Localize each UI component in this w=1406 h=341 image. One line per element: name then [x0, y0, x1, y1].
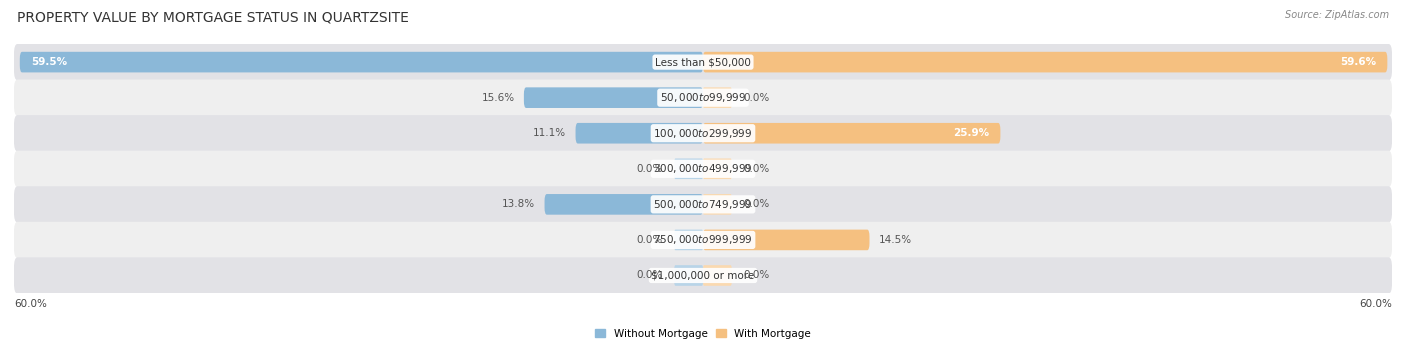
Text: 13.8%: 13.8% — [502, 199, 536, 209]
Text: Less than $50,000: Less than $50,000 — [655, 57, 751, 67]
Text: PROPERTY VALUE BY MORTGAGE STATUS IN QUARTZSITE: PROPERTY VALUE BY MORTGAGE STATUS IN QUA… — [17, 10, 409, 24]
Text: 11.1%: 11.1% — [533, 128, 567, 138]
Text: 60.0%: 60.0% — [14, 299, 46, 309]
FancyBboxPatch shape — [14, 79, 1392, 116]
Text: $1,000,000 or more: $1,000,000 or more — [651, 270, 755, 281]
FancyBboxPatch shape — [703, 123, 1001, 144]
FancyBboxPatch shape — [524, 87, 703, 108]
Text: $300,000 to $499,999: $300,000 to $499,999 — [654, 162, 752, 175]
FancyBboxPatch shape — [675, 265, 703, 286]
Text: 60.0%: 60.0% — [1360, 299, 1392, 309]
Text: 25.9%: 25.9% — [953, 128, 988, 138]
Text: 0.0%: 0.0% — [744, 164, 769, 174]
Text: 59.5%: 59.5% — [31, 57, 67, 67]
Text: 0.0%: 0.0% — [637, 164, 662, 174]
Text: 0.0%: 0.0% — [637, 235, 662, 245]
Text: 14.5%: 14.5% — [879, 235, 912, 245]
Text: $100,000 to $299,999: $100,000 to $299,999 — [654, 127, 752, 140]
FancyBboxPatch shape — [703, 87, 731, 108]
Text: 0.0%: 0.0% — [744, 270, 769, 281]
Text: 0.0%: 0.0% — [637, 270, 662, 281]
FancyBboxPatch shape — [575, 123, 703, 144]
FancyBboxPatch shape — [703, 265, 731, 286]
FancyBboxPatch shape — [14, 257, 1392, 294]
Text: 59.6%: 59.6% — [1340, 57, 1376, 67]
Text: $750,000 to $999,999: $750,000 to $999,999 — [654, 234, 752, 247]
Text: 0.0%: 0.0% — [744, 199, 769, 209]
Text: Source: ZipAtlas.com: Source: ZipAtlas.com — [1285, 10, 1389, 20]
Text: $50,000 to $99,999: $50,000 to $99,999 — [659, 91, 747, 104]
FancyBboxPatch shape — [14, 44, 1392, 80]
FancyBboxPatch shape — [20, 52, 703, 72]
FancyBboxPatch shape — [703, 159, 731, 179]
FancyBboxPatch shape — [675, 159, 703, 179]
Text: 0.0%: 0.0% — [744, 93, 769, 103]
Legend: Without Mortgage, With Mortgage: Without Mortgage, With Mortgage — [591, 325, 815, 341]
FancyBboxPatch shape — [14, 222, 1392, 258]
FancyBboxPatch shape — [675, 229, 703, 250]
Text: $500,000 to $749,999: $500,000 to $749,999 — [654, 198, 752, 211]
FancyBboxPatch shape — [14, 186, 1392, 222]
Text: 15.6%: 15.6% — [482, 93, 515, 103]
FancyBboxPatch shape — [14, 151, 1392, 187]
FancyBboxPatch shape — [703, 52, 1388, 72]
FancyBboxPatch shape — [703, 194, 731, 215]
FancyBboxPatch shape — [14, 115, 1392, 151]
FancyBboxPatch shape — [544, 194, 703, 215]
FancyBboxPatch shape — [703, 229, 869, 250]
